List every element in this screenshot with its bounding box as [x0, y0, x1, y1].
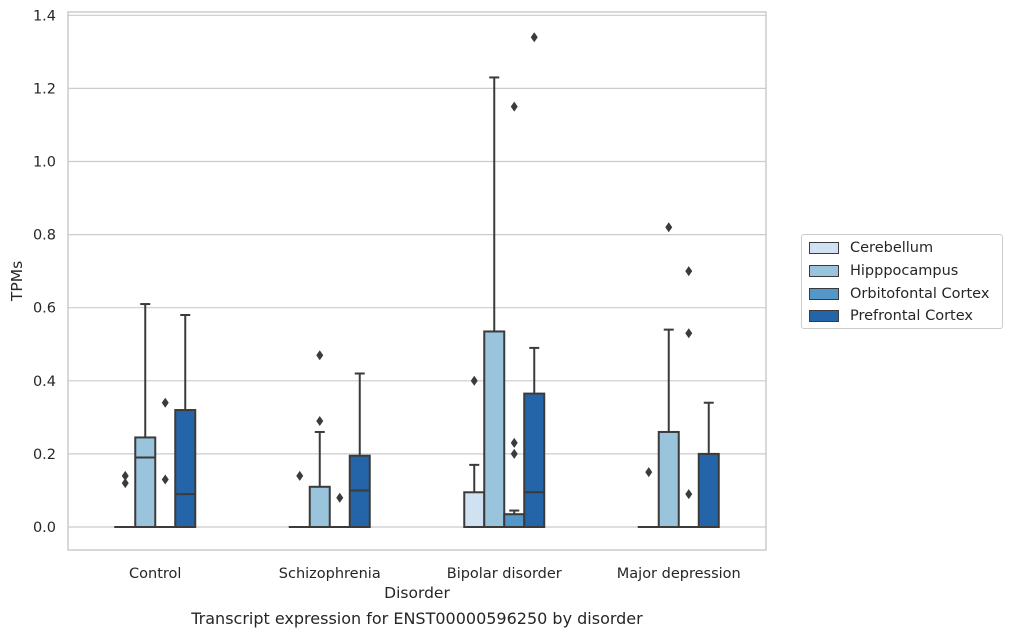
box-body: [523, 392, 546, 528]
legend: Cerebellum Hipppocampus Orbitofontal Cor…: [801, 234, 1003, 329]
outlier-point: [336, 492, 344, 503]
x-tick-label: Control: [129, 566, 181, 582]
box-orbitofontal-cortex: [677, 266, 700, 529]
box-body: [174, 409, 197, 529]
x-tick-label: Bipolar disorder: [447, 566, 562, 582]
outlier-point: [685, 266, 693, 277]
x-tick-labels: Control Schizophrenia Bipolar disorder Majo…: [129, 566, 741, 582]
x-axis-label: Disorder: [384, 584, 450, 602]
x-tick-label: Major depression: [617, 566, 741, 582]
y-tick-label: 0.8: [33, 228, 56, 244]
box-hipppocampus: [483, 76, 506, 528]
outlier-point: [530, 32, 538, 43]
box-cerebellum: [288, 470, 311, 529]
box-orbitofontal-cortex: [154, 397, 177, 529]
y-tick-label: 1.4: [33, 8, 56, 24]
box-prefrontal-cortex: [523, 32, 546, 528]
legend-item-orbitofrontal: Orbitofontal Cortex: [809, 284, 989, 304]
box-prefrontal-cortex: [697, 401, 720, 528]
y-tick-label: 1.2: [33, 81, 56, 97]
box-series: [114, 32, 720, 529]
box-prefrontal-cortex: [348, 372, 371, 529]
outlier-point: [510, 101, 518, 112]
box-hipppocampus: [308, 350, 331, 529]
legend-item-prefrontal: Prefrontal Cortex: [809, 306, 973, 326]
outlier-point: [685, 489, 693, 500]
box-orbitofontal-cortex: [503, 101, 526, 529]
outlier-point: [470, 375, 478, 386]
legend-label-prefrontal: Prefrontal Cortex: [850, 308, 973, 324]
box-hipppocampus: [134, 303, 157, 529]
y-tick-label: 0.6: [33, 301, 56, 317]
box-body: [134, 436, 157, 529]
box-body: [503, 513, 526, 529]
legend-swatch-orbitofrontal: [809, 288, 839, 300]
box-body: [483, 330, 506, 528]
box-cerebellum: [114, 470, 137, 529]
outlier-point: [510, 437, 518, 448]
legend-item-hippocampus: Hipppocampus: [809, 261, 958, 281]
legend-swatch-hippocampus: [809, 265, 839, 277]
box-hipppocampus: [657, 222, 680, 528]
box-cerebellum: [463, 375, 486, 528]
legend-label-hippocampus: Hipppocampus: [850, 263, 959, 279]
outlier-point: [316, 350, 324, 361]
box-body: [697, 452, 720, 528]
box-cerebellum: [637, 467, 660, 529]
y-axis-label: TPMs: [8, 261, 26, 302]
y-tick-label: 0.2: [33, 447, 56, 463]
legend-label-cerebellum: Cerebellum: [850, 240, 934, 256]
box-body: [308, 485, 331, 529]
legend-label-orbitofrontal: Orbitofontal Cortex: [850, 286, 990, 302]
box-orbitofontal-cortex: [328, 492, 351, 529]
y-tick-labels: 0.0 0.2 0.4 0.6 0.8 1.0 1.2 1.4: [33, 8, 56, 536]
outlier-point: [645, 467, 653, 478]
outlier-point: [510, 448, 518, 459]
y-tick-label: 1.0: [33, 155, 56, 171]
y-tick-label: 0.4: [33, 374, 56, 390]
outlier-point: [161, 474, 169, 485]
legend-swatch-prefrontal: [809, 310, 839, 322]
box-body: [463, 491, 486, 528]
legend-item-cerebellum: Cerebellum: [809, 238, 933, 258]
box-prefrontal-cortex: [174, 314, 197, 529]
outlier-point: [316, 416, 324, 427]
y-tick-label: 0.0: [33, 520, 56, 536]
chart-caption: Transcript expression for ENST0000059625…: [191, 609, 643, 628]
box-body: [657, 430, 680, 528]
outlier-point: [121, 478, 129, 489]
outlier-point: [685, 328, 693, 339]
outlier-point: [665, 222, 673, 233]
outlier-point: [121, 470, 129, 481]
outlier-point: [296, 470, 304, 481]
legend-swatch-cerebellum: [809, 242, 839, 254]
outlier-point: [161, 397, 169, 408]
plot-area-frame: [67, 11, 767, 551]
x-tick-label: Schizophrenia: [279, 566, 381, 582]
